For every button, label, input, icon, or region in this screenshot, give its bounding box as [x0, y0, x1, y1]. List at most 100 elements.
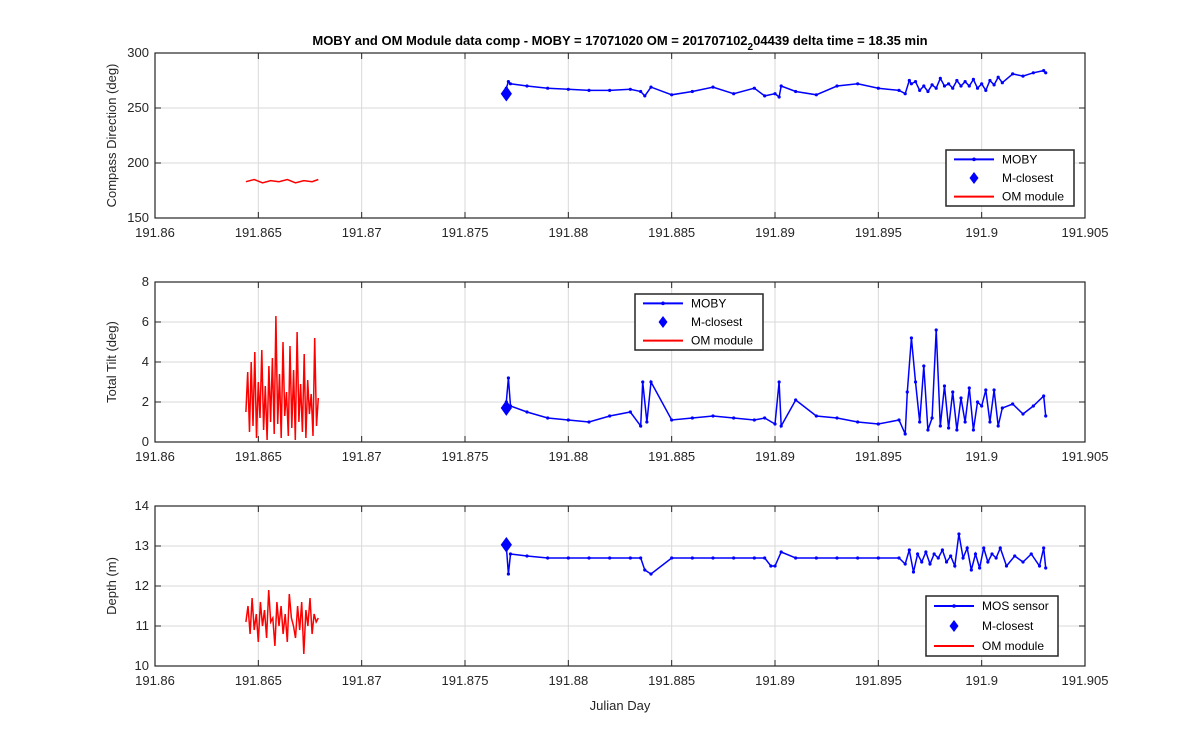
- data-point: [897, 88, 901, 92]
- data-point: [645, 420, 649, 424]
- data-point: [566, 418, 570, 422]
- data-point: [971, 77, 976, 81]
- data-point: [936, 556, 940, 560]
- data-point: [957, 532, 961, 536]
- data-point: [525, 410, 529, 414]
- x-tick-label: 191.875: [442, 225, 489, 240]
- data-point: [670, 418, 674, 422]
- data-point: [959, 84, 963, 88]
- data-point: [1044, 71, 1048, 75]
- data-point: [971, 428, 976, 432]
- data-point: [587, 88, 591, 92]
- x-tick-label: 191.88: [548, 673, 588, 688]
- x-tick-label: 191.86: [135, 449, 175, 464]
- y-axis-label: Total Tilt (deg): [104, 321, 119, 403]
- data-point: [835, 416, 839, 420]
- x-tick-label: 191.88: [548, 225, 588, 240]
- data-point: [916, 552, 920, 556]
- data-point: [608, 414, 612, 418]
- x-tick-label: 191.87: [342, 449, 382, 464]
- data-point: [973, 552, 978, 556]
- x-tick-label: 191.86: [135, 673, 175, 688]
- legend-label: MOS sensor: [982, 599, 1049, 613]
- series-line-mos-sensor: [505, 533, 1047, 575]
- data-point: [732, 416, 736, 420]
- data-point: [942, 384, 947, 388]
- data-point: [953, 564, 957, 568]
- data-point: [996, 424, 1000, 428]
- data-point: [752, 556, 756, 560]
- data-point: [918, 420, 922, 424]
- data-point: [913, 380, 918, 384]
- plot-area: [155, 53, 1085, 218]
- data-point: [963, 420, 967, 424]
- x-axis-label: Julian Day: [590, 698, 651, 713]
- depth-plot: 191.86 191.865 191.87 191.875 191.88 191.885 1…: [104, 498, 1109, 688]
- data-point: [711, 85, 715, 89]
- data-point: [909, 336, 914, 340]
- data-point: [525, 554, 529, 558]
- x-tick-label: 191.87: [342, 225, 382, 240]
- y-tick-label: 11: [136, 618, 150, 633]
- data-point: [1042, 394, 1046, 398]
- data-point: [922, 84, 926, 88]
- data-point: [969, 568, 973, 572]
- title-subscript: 2: [748, 42, 754, 53]
- data-point: [1037, 564, 1042, 568]
- data-point: [814, 414, 818, 418]
- data-point: [1004, 564, 1009, 568]
- data-point: [909, 82, 914, 86]
- data-point: [903, 432, 907, 436]
- data-point: [918, 88, 922, 92]
- data-point: [967, 84, 971, 88]
- closest-point-marker: [500, 536, 512, 553]
- data-point: [947, 82, 951, 86]
- data-point: [587, 556, 591, 560]
- data-point: [628, 87, 632, 91]
- data-point: [978, 566, 982, 570]
- closest-point-marker: [500, 85, 512, 102]
- y-tick-label: 10: [135, 658, 149, 673]
- legend: MOS sensor M-closest OM module: [925, 595, 1059, 657]
- data-point: [928, 562, 932, 566]
- data-point: [990, 552, 994, 556]
- data-point: [994, 556, 998, 560]
- data-point: [897, 556, 901, 560]
- data-point: [639, 556, 643, 560]
- data-point: [566, 556, 570, 560]
- data-point: [1013, 554, 1017, 558]
- x-tick-label: 191.885: [648, 449, 695, 464]
- data-point: [980, 404, 984, 408]
- data-point: [984, 88, 988, 92]
- x-tick-label: 191.9: [965, 449, 998, 464]
- data-point: [984, 388, 988, 392]
- series-line-om-module: [245, 178, 319, 184]
- data-point: [794, 556, 798, 560]
- series-line-moby: [505, 329, 1047, 435]
- data-point: [711, 414, 715, 418]
- data-point: [732, 556, 736, 560]
- data-point: [546, 416, 550, 420]
- y-tick-label: 300: [127, 45, 149, 60]
- y-tick-label: 0: [142, 434, 149, 449]
- data-point: [996, 75, 1000, 79]
- data-point: [777, 95, 781, 99]
- series-line-om-module: [245, 589, 319, 655]
- x-tick-label: 191.865: [235, 673, 282, 688]
- data-point: [670, 556, 674, 560]
- data-point: [1021, 560, 1025, 564]
- data-point: [980, 82, 984, 86]
- x-tick-label: 191.905: [1062, 225, 1109, 240]
- data-point: [975, 86, 980, 90]
- data-point: [643, 94, 647, 98]
- data-point: [876, 422, 880, 426]
- x-tick-label: 191.87: [342, 673, 382, 688]
- legend-dot-swatch: [661, 301, 665, 306]
- y-tick-label: 12: [135, 578, 149, 593]
- data-point: [1021, 412, 1025, 416]
- data-point: [1042, 69, 1046, 73]
- data-point: [926, 89, 930, 94]
- figure-title: MOBY and OM Module data comp - MOBY = 17…: [312, 33, 927, 53]
- x-tick-label: 191.895: [855, 225, 902, 240]
- y-axis-label: Compass Direction (deg): [104, 64, 119, 208]
